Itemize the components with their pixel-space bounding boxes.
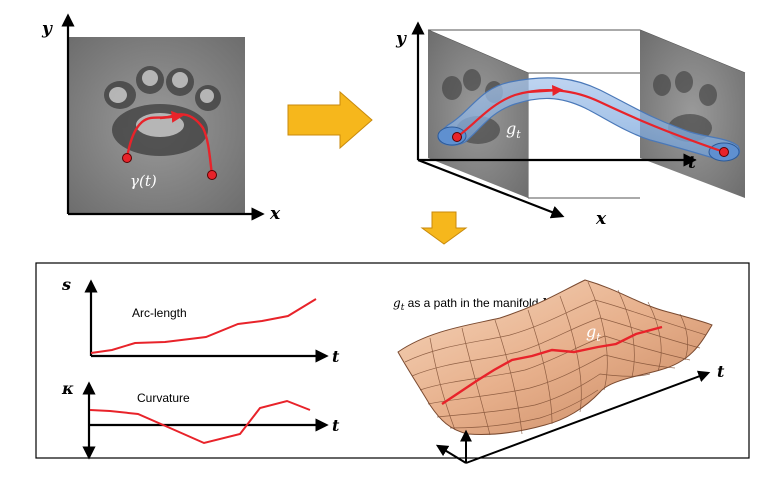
curvature-title: Curvature [137, 391, 190, 405]
manifold-surface-label: gt [586, 322, 601, 344]
curve-direction-arrow [159, 110, 184, 123]
tube-start-point [452, 132, 462, 142]
arc-length-t-label: t [332, 347, 340, 366]
manifold-panel: gt as a path in the manifold M gt [393, 279, 725, 464]
curvature-y-label: κ [61, 379, 74, 398]
gamma-label: γ(t) [130, 172, 157, 190]
x-axis-label: x [269, 204, 281, 224]
tube-end-point [719, 147, 729, 157]
down-arrow [420, 211, 468, 245]
surface-grid [404, 281, 707, 436]
arc-length-plot: s t Arc-length [61, 275, 340, 366]
tube-path-arrow [527, 84, 564, 96]
tube-y-label: y [395, 29, 407, 49]
curvature-line [89, 399, 311, 445]
curve-start-point [122, 153, 132, 163]
curvature-t-label: t [332, 416, 340, 435]
arc-length-line [90, 298, 317, 354]
arc-length-title: Arc-length [132, 306, 187, 320]
tube-x-axis [417, 158, 565, 219]
tube-x-label: x [595, 209, 607, 229]
right-arrow [287, 90, 373, 150]
tube-label: gt [506, 119, 521, 141]
manifold-t-label: t [717, 362, 725, 381]
curve-end-point [207, 170, 217, 180]
tube-t-label: t [688, 153, 696, 173]
y-axis-label: y [41, 19, 53, 39]
image-panel: y x γ(t) [41, 13, 281, 224]
curvature-plot: κ t Curvature [61, 379, 340, 460]
tube-panel: gt y t x [395, 21, 746, 229]
tube-path [456, 89, 725, 154]
manifold-path [441, 325, 663, 405]
arc-length-y-label: s [61, 275, 71, 294]
manifold-side-axis [435, 444, 467, 464]
manifold-t-axis [465, 370, 711, 464]
